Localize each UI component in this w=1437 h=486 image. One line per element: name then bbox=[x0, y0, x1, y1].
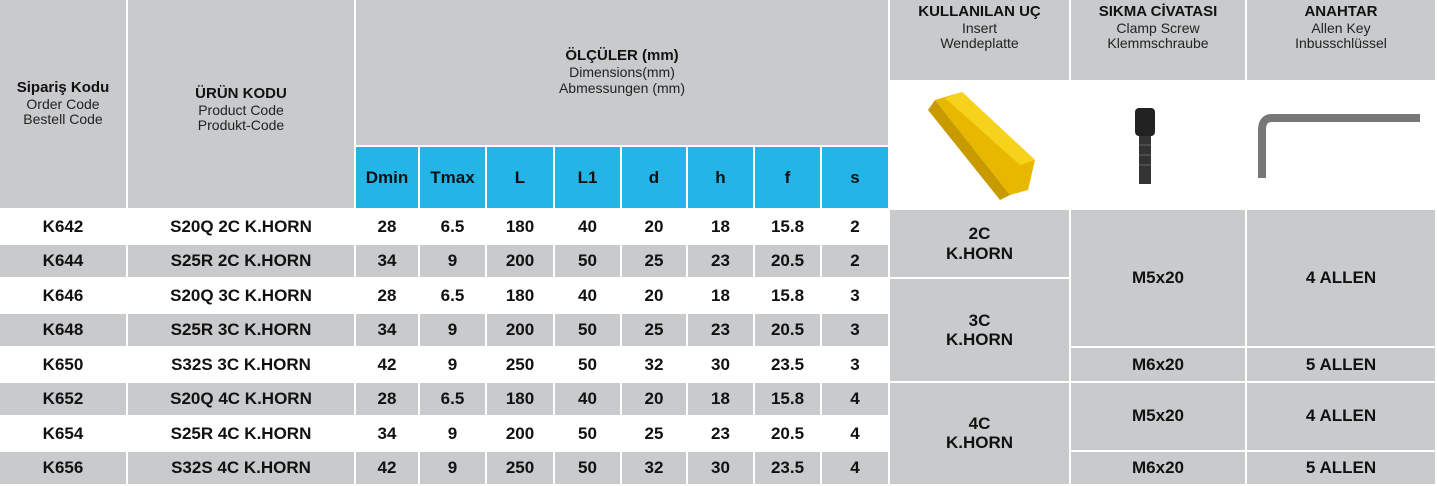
insert-image bbox=[928, 92, 1035, 200]
allen-key-image bbox=[1262, 118, 1420, 178]
product-table: 5 ALLEN4 ALLEN5 ALLEN4 ALLENM6x20M5x20M6… bbox=[0, 0, 1437, 486]
screw-image bbox=[1135, 108, 1155, 184]
illustrations bbox=[0, 0, 1437, 486]
